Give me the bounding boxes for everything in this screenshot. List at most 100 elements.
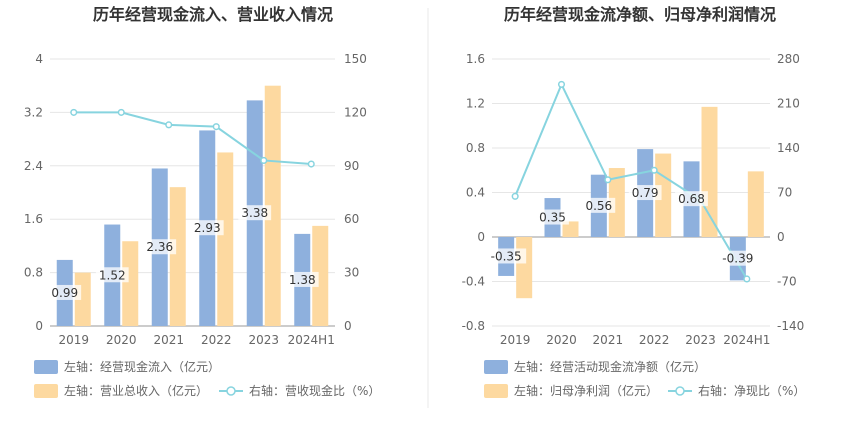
y-right-tick-label: 0 (344, 319, 352, 333)
data-label: 2.36 (146, 240, 173, 254)
data-label: 3.38 (241, 206, 268, 220)
bar-secondary (516, 237, 533, 299)
bar-secondary (701, 106, 718, 238)
data-label: 0.56 (585, 199, 612, 213)
ratio-point (260, 156, 268, 165)
ratio-point (307, 160, 315, 168)
y-right-tick-label: 280 (777, 52, 800, 66)
legend-label: 左轴：经营活动现金流净额（亿元） (514, 359, 706, 374)
legend-swatch-marker (226, 386, 236, 396)
y-right-tick-label: -70 (777, 275, 797, 289)
legend-label: 左轴：经营现金流入（亿元） (64, 359, 220, 374)
x-tick-label: 2019 (500, 333, 531, 347)
y-right-tick-label: 90 (344, 159, 359, 173)
data-label-bg (190, 220, 224, 236)
bar-secondary (122, 241, 139, 326)
bar-secondary (312, 225, 329, 326)
x-tick-label: 2021 (153, 333, 184, 347)
legend-swatch (484, 384, 508, 398)
ratio-point (117, 108, 125, 116)
legend-label: 右轴：营收现金比（%） (249, 383, 380, 398)
x-tick-label: 2024H1 (723, 333, 770, 347)
data-label-bg (675, 191, 708, 207)
data-label-bg (536, 209, 569, 225)
bar-secondary (217, 152, 234, 326)
x-tick-label: 2020 (546, 333, 577, 347)
data-label-bg (486, 248, 527, 264)
y-left-tick-label: 1.6 (466, 52, 485, 66)
data-label-bg (717, 250, 758, 266)
y-left-tick-label: 0 (477, 230, 485, 244)
legend-label: 左轴：营业总收入（亿元） (64, 383, 208, 398)
data-label: 0.35 (539, 211, 566, 225)
ratio-point (557, 80, 566, 88)
bar-secondary (169, 187, 186, 326)
data-label-bg (48, 284, 82, 300)
y-left-tick-label: 0.8 (466, 141, 485, 155)
y-left-tick-label: 2.4 (24, 159, 43, 173)
data-label: 1.52 (99, 268, 126, 282)
ratio-point (743, 275, 751, 283)
y-right-tick-label: 210 (777, 97, 800, 111)
cash-net-profit-chart: 历年经营现金流净额、归母净利润情况 -0.8 -0.4 0 0.4 0.8 1.2 1.6 -… (462, 5, 805, 398)
y-left-tick-label: 3.2 (24, 105, 43, 119)
y-right-tick-label: 140 (777, 141, 800, 155)
bar-secondary (264, 85, 281, 326)
chart-title: 历年经营现金流入、营业收入情况 (93, 5, 333, 24)
data-label-bg (628, 185, 662, 201)
data-label-bg (95, 267, 129, 283)
bar-secondary (747, 171, 764, 237)
y-left-tick-label: 0 (35, 319, 43, 333)
y-right-tick-label: 60 (344, 212, 359, 226)
x-tick-label: 2020 (106, 333, 137, 347)
y-right-tick-label: 120 (344, 105, 367, 119)
data-label: 0.99 (51, 286, 78, 300)
cash-inflow-revenue-chart: 历年经营现金流入、营业收入情况 0 0.8 1.6 2.4 3.2 4 0 30 60 90 120… (24, 5, 380, 398)
ratio-point (511, 192, 519, 200)
y-right-tick-label: 30 (344, 266, 359, 280)
data-label: -0.39 (722, 252, 753, 266)
legend-swatch (34, 360, 58, 374)
y-right-tick-label: 70 (777, 186, 792, 200)
legend-swatch (34, 384, 58, 398)
bar-secondary (562, 221, 579, 237)
data-label-bg (285, 271, 319, 287)
legend-swatch-marker (675, 386, 685, 396)
y-left-tick-label: -0.4 (462, 275, 485, 289)
bar-secondary (608, 168, 625, 237)
y-left-tick-label: 4 (35, 52, 43, 66)
x-tick-label: 2019 (58, 333, 89, 347)
x-tick-label: 2023 (685, 333, 716, 347)
data-label-bg (143, 239, 177, 255)
y-left-tick-label: 1.2 (466, 97, 485, 111)
y-right-tick-label: -140 (777, 319, 804, 333)
x-tick-label: 2022 (201, 333, 232, 347)
data-label-bg (582, 197, 616, 213)
y-right-tick-label: 0 (777, 230, 785, 244)
data-label: 2.93 (194, 221, 221, 235)
y-left-tick-label: 1.6 (24, 212, 43, 226)
x-tick-label: 2024H1 (288, 333, 335, 347)
ratio-point (212, 123, 220, 131)
legend-label: 左轴：归母净利润（亿元） (514, 383, 658, 398)
data-label: 0.68 (678, 192, 705, 206)
data-label: -0.35 (491, 249, 522, 263)
y-left-tick-label: 0.8 (24, 266, 43, 280)
y-right-tick-label: 150 (344, 52, 367, 66)
ratio-point (604, 176, 612, 184)
data-label-bg (238, 205, 272, 221)
ratio-point (165, 121, 173, 129)
y-left-tick-label: -0.8 (462, 319, 485, 333)
ratio-point (70, 108, 78, 116)
legend-swatch (484, 360, 508, 374)
chart-title: 历年经营现金流净额、归母净利润情况 (504, 5, 776, 24)
ratio-line (73, 111, 312, 166)
x-tick-label: 2023 (248, 333, 279, 347)
x-tick-label: 2021 (593, 333, 624, 347)
data-label: 1.38 (289, 273, 316, 287)
ratio-point (650, 166, 658, 174)
ratio-line (514, 81, 748, 280)
y-left-tick-label: 0.4 (466, 186, 485, 200)
legend-label: 右轴：净现比（%） (698, 383, 805, 398)
